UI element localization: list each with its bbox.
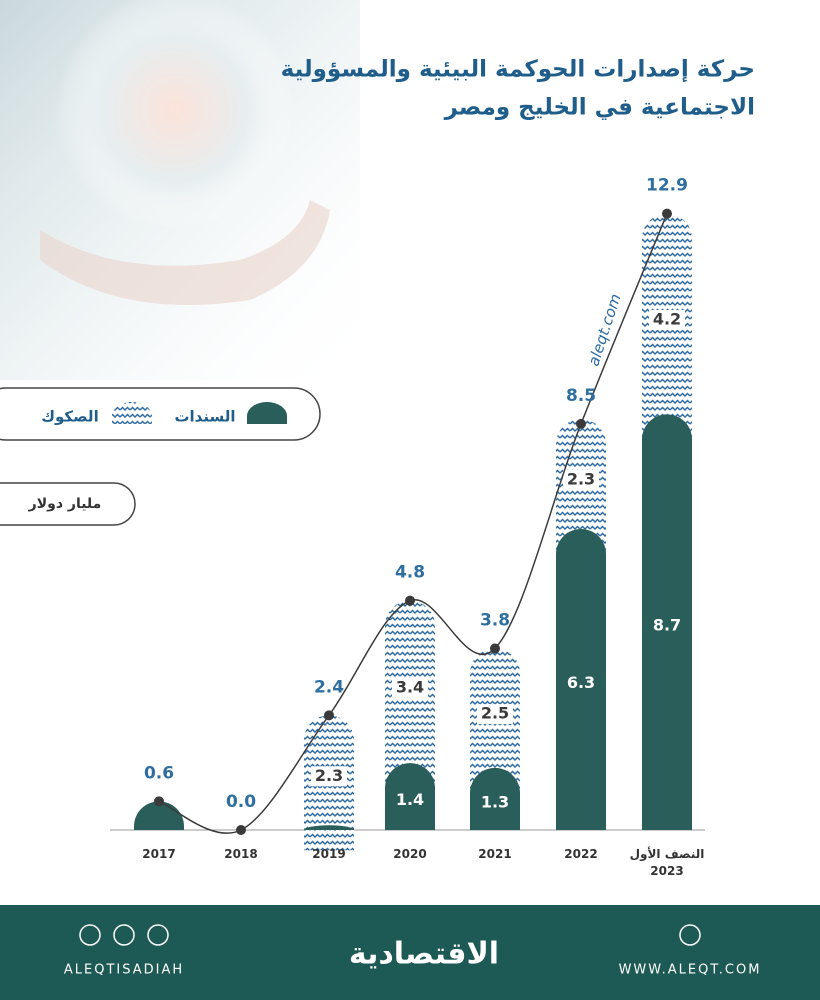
x-tick-label: 2021 (478, 847, 512, 861)
total-point (324, 710, 334, 721)
instagram-icon[interactable] (79, 924, 101, 946)
legend-swatch (247, 402, 287, 424)
label-backdrop (649, 310, 685, 330)
legend-label: الصكوك (41, 408, 98, 426)
label-backdrop (477, 704, 513, 725)
x-tick-label: النصف الأول 2023 (629, 847, 705, 878)
total-value-label: 3.8 (480, 610, 510, 630)
footer (0, 905, 820, 1000)
chart-title: الاجتماعية في الخليج ومصر (444, 95, 755, 121)
total-point (576, 418, 586, 429)
total-value-label: 8.5 (566, 386, 596, 406)
label-backdrop (311, 766, 347, 787)
unit-frame (0, 482, 136, 526)
brand: الاقتصادية (349, 937, 499, 972)
facebook-icon[interactable] (113, 924, 135, 946)
globe (55, 0, 295, 230)
sukuk-value-label: 3.4 (396, 677, 424, 696)
total-point (405, 595, 415, 606)
site[interactable]: WWW.ALEQT.COM (619, 963, 762, 978)
handle[interactable]: ALEQTISADIAH (64, 963, 184, 978)
sukuk-value-label: 2.3 (315, 766, 343, 785)
legend-swatch (112, 402, 152, 424)
total-value-label: 12.9 (646, 176, 688, 196)
label-backdrop (563, 470, 599, 491)
bond-segment (469, 767, 520, 830)
total-point (490, 643, 500, 654)
twitter-icon[interactable] (147, 924, 169, 946)
bond-value-label: 1.3 (481, 792, 509, 811)
label-backdrop (392, 677, 428, 698)
total-line (158, 213, 668, 834)
total-point (236, 825, 246, 835)
legend-frame (0, 387, 321, 441)
legend-label: السندات (174, 408, 235, 426)
sukuk-value-label: 2.3 (567, 470, 595, 489)
sukuk-value-label: 2.5 (481, 704, 509, 723)
sukuk-value-label: 4.2 (653, 310, 681, 329)
bond-segment (556, 529, 606, 830)
x-tick-label: 2017 (142, 847, 176, 861)
unit-label: مليار دولار (28, 496, 102, 512)
web-icon[interactable] (679, 924, 701, 946)
bond-value-label: 6.3 (567, 673, 595, 692)
total-value-label: 4.8 (395, 563, 425, 583)
x-tick-label: 2020 (393, 847, 427, 861)
x-tick-label: 2022 (564, 847, 598, 861)
x-tick-label: 2019 (312, 847, 346, 861)
bond-segment (385, 763, 435, 830)
x-tick-label: 2018 (224, 847, 258, 861)
total-value-label: 0.0 (226, 792, 256, 812)
total-value-label: 2.4 (314, 677, 344, 697)
bond-value-label: 8.7 (653, 616, 681, 635)
chart-title: حركة إصدارات الحوكمة البيئية والمسؤولية (281, 57, 755, 83)
hand (40, 200, 330, 305)
bond-segment (642, 414, 692, 830)
total-point (662, 208, 672, 219)
bond-segment (304, 825, 354, 830)
bond-value-label: 1.4 (396, 790, 424, 809)
total-point (154, 796, 164, 807)
total-value-label: 0.6 (144, 763, 174, 783)
